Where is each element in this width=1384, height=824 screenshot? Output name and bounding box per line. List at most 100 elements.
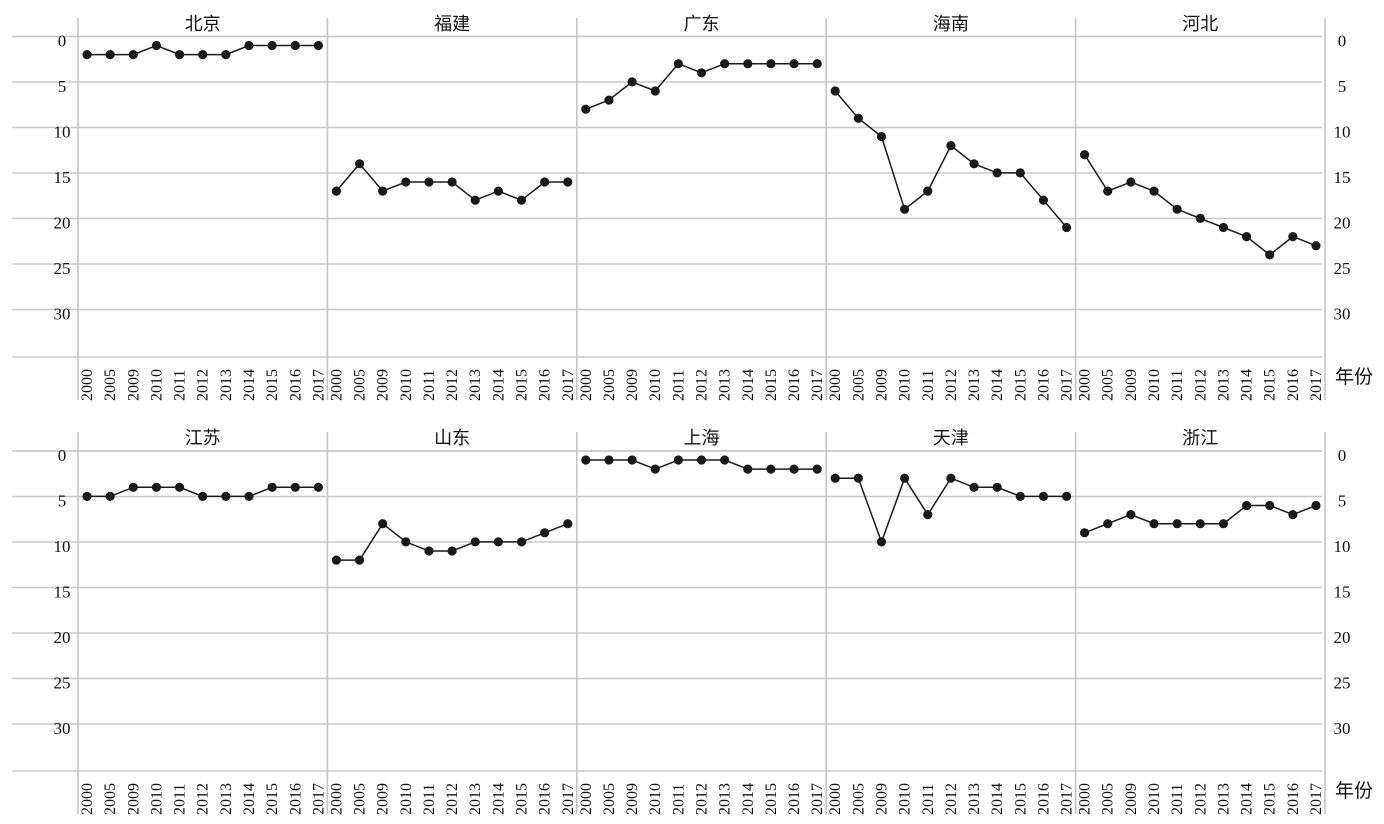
data-point <box>470 537 480 547</box>
x-tick-label: 2009 <box>375 369 392 401</box>
x-tick-label: 2014 <box>490 369 507 401</box>
data-point <box>401 177 411 187</box>
data-point <box>743 464 753 474</box>
x-tick-label: 2005 <box>850 369 867 401</box>
x-tick-label: 2009 <box>624 783 641 815</box>
data-point <box>174 50 185 60</box>
x-tick-label: 2017 <box>1059 369 1076 401</box>
x-tick-label: 2010 <box>398 783 415 815</box>
panel-3: 广东 2000 2005 2009 2010 2011 2012 2013 2014 2015 20… <box>578 14 826 401</box>
x-tick-label: 2010 <box>148 783 165 815</box>
x-tick-label: 2000 <box>578 369 595 401</box>
data-point <box>696 455 707 465</box>
x-tick-label: 2017 <box>560 783 577 815</box>
panel-1: 北京 2000 2005 2009 2010 2011 2012 2013 2014 2015 20… <box>79 14 327 401</box>
data-point <box>1311 500 1321 511</box>
x-tick-label: 2014 <box>490 783 507 815</box>
data-point <box>812 59 822 69</box>
chart-row-1: 0 0 5 5 10 10 15 15 20 20 25 25 30 30 年份 北京 2000 2005 2009… <box>12 14 1373 401</box>
data-point <box>1218 222 1229 233</box>
x-tick-label: 2009 <box>375 783 392 815</box>
data-point <box>1172 519 1182 529</box>
y-tick-label-left: 15 <box>54 168 71 187</box>
data-point <box>128 482 138 492</box>
y-tick-label-right: 20 <box>1334 214 1351 233</box>
data-point <box>354 555 365 565</box>
data-point <box>1015 168 1025 178</box>
data-point <box>923 509 933 520</box>
x-tick-label: 2011 <box>670 784 687 815</box>
data-point <box>1103 519 1113 529</box>
x-tick-label: 2011 <box>670 370 687 401</box>
y-tick-label-left: 5 <box>58 492 67 511</box>
panel-title: 河北 <box>1182 14 1218 34</box>
data-point <box>354 159 365 169</box>
data-point <box>174 482 185 492</box>
data-point <box>789 59 799 69</box>
x-tick-label: 2009 <box>125 783 142 815</box>
series-line <box>834 90 1068 228</box>
x-tick-label: 2011 <box>172 370 189 401</box>
data-point <box>853 473 863 483</box>
data-point <box>1038 491 1049 501</box>
data-point <box>743 59 753 69</box>
y-tick-label-right: 5 <box>1338 492 1347 511</box>
x-tick-label: 2014 <box>241 783 258 815</box>
data-point <box>1062 222 1072 233</box>
panel-2: 福建 2000 2005 2009 2010 2011 2012 2013 2014 2015 20… <box>328 14 576 401</box>
data-point <box>1195 519 1205 529</box>
panel-10: 浙江 2000 2005 2009 2010 2011 2012 2013 2014 2015 20… <box>1077 428 1325 815</box>
y-tick-label-right: 0 <box>1338 32 1347 51</box>
y-tick-label-right: 5 <box>1338 77 1347 96</box>
data-point <box>82 50 92 60</box>
x-tick-label: 2012 <box>694 369 711 401</box>
x-tick-label: 2011 <box>421 370 438 401</box>
x-tick-label: 2017 <box>809 783 826 815</box>
x-tick-label: 2012 <box>694 783 711 815</box>
y-tick-label-right: 30 <box>1334 719 1351 738</box>
data-point <box>82 491 92 501</box>
x-tick-label: 2000 <box>79 369 96 401</box>
x-tick-label: 2011 <box>172 784 189 815</box>
y-tick-label-right: 0 <box>1338 446 1347 465</box>
panel-title: 浙江 <box>1182 428 1218 448</box>
x-tick-label: 2017 <box>1308 783 1325 815</box>
x-tick-label: 2011 <box>920 370 937 401</box>
data-point <box>766 59 776 69</box>
x-tick-label: 2013 <box>467 783 484 815</box>
x-tick-label: 2016 <box>287 369 304 401</box>
data-point <box>331 555 341 565</box>
panel-title: 广东 <box>684 14 720 34</box>
panel-6: 江苏 2000 2005 2009 2010 2011 2012 2013 2014 2015 20… <box>79 428 327 815</box>
data-point <box>1288 232 1298 242</box>
x-tick-label: 2015 <box>1012 369 1029 401</box>
data-point <box>969 482 979 492</box>
data-point <box>766 464 776 474</box>
data-point <box>267 40 277 51</box>
x-tick-label: 2012 <box>444 783 461 815</box>
x-tick-label: 2014 <box>989 369 1006 401</box>
y-tick-label-right: 20 <box>1334 628 1351 647</box>
data-point <box>563 177 573 187</box>
x-tick-label: 2016 <box>537 369 554 401</box>
panel-4: 海南 2000 2005 2009 2010 2011 2012 2013 2014 2015 20… <box>827 14 1075 401</box>
x-tick-label: 2000 <box>79 783 96 815</box>
data-point <box>876 537 887 547</box>
data-point <box>1080 150 1090 160</box>
x-tick-label: 2013 <box>966 369 983 401</box>
x-tick-label: 2015 <box>1012 783 1029 815</box>
data-point <box>1149 186 1159 196</box>
data-point <box>151 40 162 51</box>
data-point <box>1172 204 1182 214</box>
data-point <box>331 186 341 196</box>
x-tick-label: 2017 <box>809 369 826 401</box>
x-tick-label: 2012 <box>444 369 461 401</box>
x-tick-label: 2005 <box>102 783 119 815</box>
y-tick-label-right: 10 <box>1334 123 1351 142</box>
data-point <box>516 195 527 205</box>
data-point <box>923 186 933 196</box>
x-tick-label: 2012 <box>1192 369 1209 401</box>
panel-9: 天津 2000 2005 2009 2010 2011 2012 2013 2014 2015 20… <box>827 428 1075 815</box>
x-tick-label: 2000 <box>578 783 595 815</box>
